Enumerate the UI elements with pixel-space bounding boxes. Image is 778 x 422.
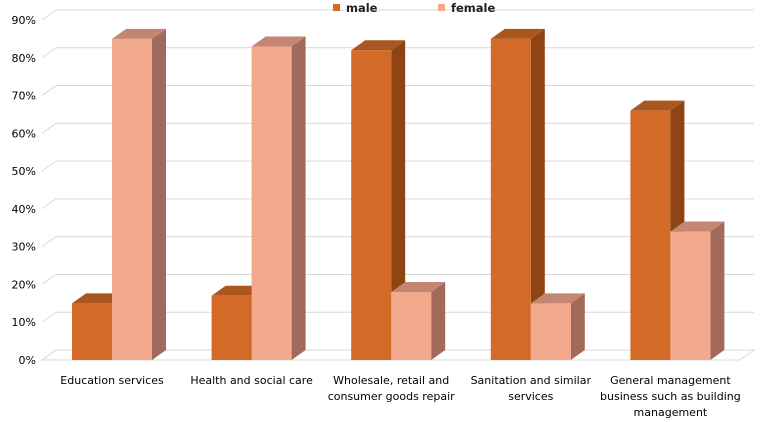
- gridline-side: [41, 198, 57, 210]
- bar-top: [670, 221, 725, 232]
- bar-top: [391, 282, 446, 292]
- bar-side: [710, 221, 725, 360]
- gridline-side: [41, 85, 57, 96]
- bar-front: [112, 38, 152, 361]
- bar-side: [391, 40, 406, 360]
- gridline-side: [41, 274, 57, 285]
- bar-front: [630, 110, 671, 361]
- bar-top: [351, 40, 406, 51]
- bar-top: [490, 28, 545, 39]
- y-tick-label: 20%: [12, 278, 36, 291]
- y-tick-label: 80%: [12, 52, 36, 65]
- y-tick-label: 0%: [19, 354, 36, 367]
- gridline-side: [41, 9, 57, 21]
- bar-front: [391, 292, 432, 360]
- legend-swatch-male: [333, 4, 340, 11]
- x-tick-label: Wholesale, retail and consumer goods repa…: [327, 374, 455, 403]
- bar-female-1: [251, 36, 306, 360]
- legend-label-female: female: [451, 1, 496, 15]
- bar-female-3: [530, 293, 585, 360]
- x-tick-label: Sanitation and similar services: [470, 374, 592, 403]
- y-tick-label: 90%: [12, 14, 36, 27]
- bar-front: [72, 303, 112, 360]
- bar-side: [291, 36, 306, 360]
- bar-side: [530, 28, 545, 361]
- bar-front: [211, 295, 252, 360]
- bar-front: [351, 50, 392, 360]
- bar-front: [251, 46, 292, 360]
- bar-male-4: [630, 100, 685, 361]
- y-tick-label: 50%: [12, 165, 36, 178]
- bar-top: [112, 28, 166, 39]
- y-tick-label: 40%: [12, 203, 36, 216]
- bar-front: [670, 231, 711, 360]
- gridline-side: [41, 122, 57, 134]
- bar-female-4: [670, 221, 725, 360]
- bar-side: [152, 28, 166, 361]
- legend-item-male: male: [333, 1, 378, 15]
- legend-label-male: male: [346, 1, 378, 15]
- y-tick-label: 10%: [12, 316, 36, 329]
- legend-item-female: female: [438, 1, 495, 15]
- legend-swatch-female: [438, 4, 445, 11]
- x-tick-label: General management business such as build…: [600, 374, 741, 419]
- bar-female-2: [391, 282, 446, 360]
- gridline-side: [41, 311, 57, 323]
- bar-front: [490, 38, 531, 361]
- bar-top: [251, 36, 306, 47]
- bar-top: [630, 100, 685, 111]
- gridline-side: [41, 47, 57, 59]
- y-tick-label: 60%: [12, 127, 36, 140]
- gridline-side: [41, 160, 57, 172]
- y-axis-ticks: 0% 10% 20% 30% 40% 50% 60% 70% 80% 90%: [12, 14, 36, 367]
- bar-female-0: [112, 28, 166, 361]
- bar-front: [530, 303, 571, 360]
- x-tick-label: Education services: [60, 374, 164, 387]
- y-tick-label: 30%: [12, 241, 36, 254]
- bar-side: [431, 282, 446, 360]
- x-tick-label: Health and social care: [190, 374, 313, 387]
- bars: [72, 28, 725, 361]
- bar-male-2: [351, 40, 406, 360]
- gridline-side: [41, 236, 57, 248]
- bar-top: [530, 293, 585, 304]
- bar-side: [570, 293, 585, 360]
- bar-male-3: [490, 28, 545, 361]
- y-tick-label: 70%: [12, 90, 36, 103]
